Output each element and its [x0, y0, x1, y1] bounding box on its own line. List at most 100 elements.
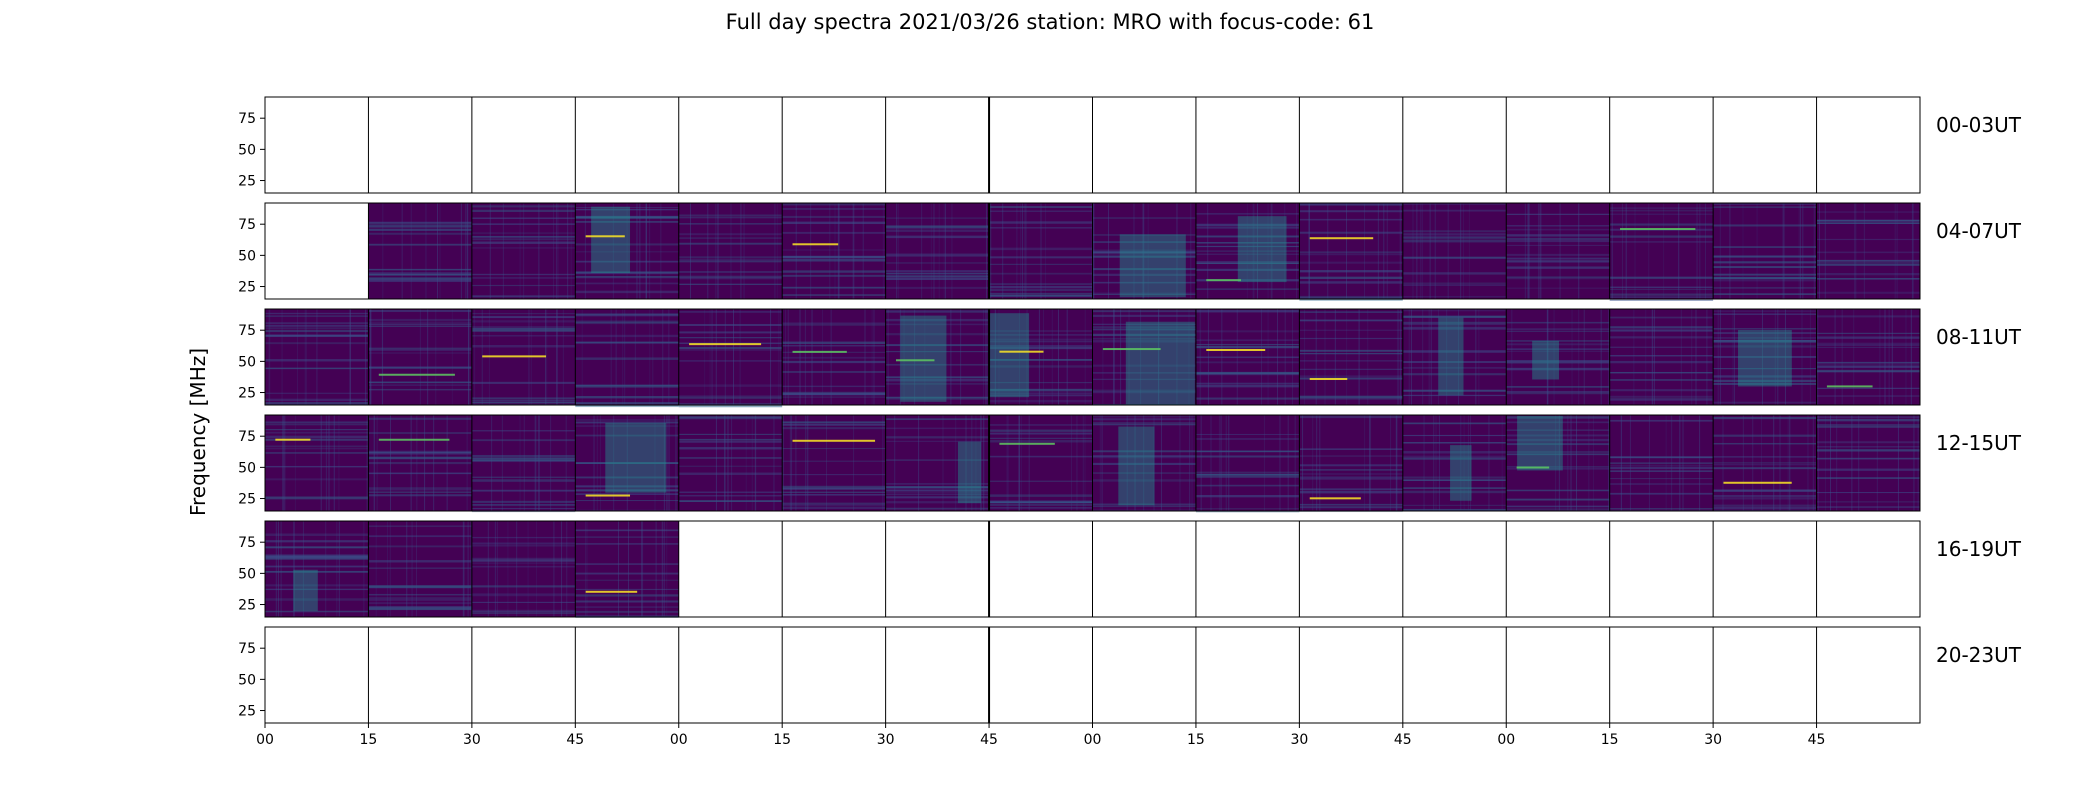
spectral-line [368, 352, 472, 354]
spectral-line [368, 279, 472, 282]
spectrogram-panel [575, 309, 679, 405]
spectral-line [1609, 389, 1714, 392]
spectral-line [575, 385, 679, 388]
time-streak [1228, 415, 1230, 511]
spectral-line [1713, 401, 1817, 404]
time-streak [538, 415, 540, 511]
spectral-line [782, 506, 886, 510]
rfi-line [1102, 348, 1161, 351]
time-streak [1665, 415, 1667, 511]
spectral-line [885, 253, 990, 255]
spectral-line [782, 231, 886, 234]
spectral-line [1402, 422, 1507, 425]
spectral-line [1195, 508, 1300, 510]
spectral-line [678, 433, 783, 435]
time-streak [1107, 203, 1109, 299]
time-streak [487, 521, 489, 617]
spectrogram-panel [782, 309, 886, 405]
time-streak [727, 415, 729, 511]
spectral-line [885, 344, 990, 347]
spectral-line [678, 258, 783, 261]
spectral-line [782, 294, 886, 296]
time-streak [465, 203, 467, 299]
x-tick-label: 00 [670, 732, 688, 748]
time-streak [1066, 309, 1068, 405]
spectral-line [1402, 209, 1507, 212]
time-streak [1910, 309, 1912, 405]
spectral-line [368, 451, 472, 454]
time-streak [1567, 415, 1569, 511]
spectral-line [1402, 350, 1507, 353]
spectral-line [1816, 263, 1920, 266]
time-streak [960, 309, 962, 405]
rfi-line [1206, 348, 1266, 351]
spectral-line [1402, 272, 1507, 275]
spectral-line [1299, 415, 1403, 419]
spectral-line [471, 329, 576, 332]
burst-region [1119, 234, 1186, 298]
time-streak [328, 415, 330, 511]
burst-region [591, 206, 631, 273]
spectral-line [368, 367, 472, 369]
time-streak [1547, 309, 1549, 405]
spectrogram-panel [265, 309, 369, 405]
spectral-line [1713, 461, 1817, 464]
time-streak [1367, 309, 1369, 405]
burst-region [293, 569, 318, 612]
spectrogram-panel [368, 309, 472, 405]
time-streak [1253, 203, 1255, 299]
y-tick-label: 25 [238, 598, 256, 614]
spectral-line [368, 494, 472, 497]
spectral-line [1609, 298, 1714, 301]
spectral-line [885, 225, 990, 228]
time-streak [1099, 415, 1101, 511]
spectral-line [1195, 213, 1300, 215]
spectral-line [575, 276, 679, 279]
spectral-line [1299, 203, 1403, 206]
y-tick-label: 75 [238, 111, 256, 127]
spectral-line [1195, 356, 1300, 359]
spectral-line [265, 556, 369, 559]
spectral-line [1195, 245, 1300, 247]
time-streak [1429, 203, 1431, 299]
spectral-line [1506, 277, 1610, 280]
time-streak [990, 203, 992, 299]
time-streak [1884, 309, 1886, 405]
spectral-line [1816, 361, 1920, 364]
spectral-line [471, 273, 576, 276]
spectral-line [575, 461, 679, 464]
spectral-line [782, 447, 886, 450]
spectral-line [1299, 261, 1403, 264]
spectral-line [1402, 296, 1507, 298]
time-streak [460, 203, 462, 299]
spectrogram-panel [1402, 415, 1507, 511]
spectral-line [1195, 373, 1300, 376]
spectral-line [885, 440, 990, 442]
time-streak [1140, 309, 1142, 405]
time-streak [1691, 309, 1693, 405]
time-streak [297, 309, 299, 405]
time-streak [1267, 203, 1269, 299]
spectral-line [1299, 253, 1403, 256]
spectral-line [471, 238, 576, 241]
spectral-line [782, 391, 886, 393]
spectral-line [678, 440, 783, 443]
time-streak [467, 203, 469, 299]
spectral-line [885, 396, 990, 399]
time-streak [370, 309, 372, 405]
time-streak [1102, 309, 1104, 405]
spectral-line [265, 546, 369, 549]
time-streak [882, 203, 884, 299]
spectrogram-panel [1713, 415, 1817, 511]
spectral-line [575, 489, 679, 491]
spectral-line [1092, 310, 1196, 313]
time-streak [613, 415, 615, 511]
rfi-line [1826, 385, 1873, 388]
spectral-line [265, 478, 369, 481]
spectral-line [1713, 506, 1817, 510]
spectral-line [1609, 371, 1714, 374]
spectrogram-panel [471, 415, 576, 511]
spectral-line [885, 398, 990, 400]
time-streak [435, 309, 437, 405]
time-streak [1016, 203, 1018, 299]
